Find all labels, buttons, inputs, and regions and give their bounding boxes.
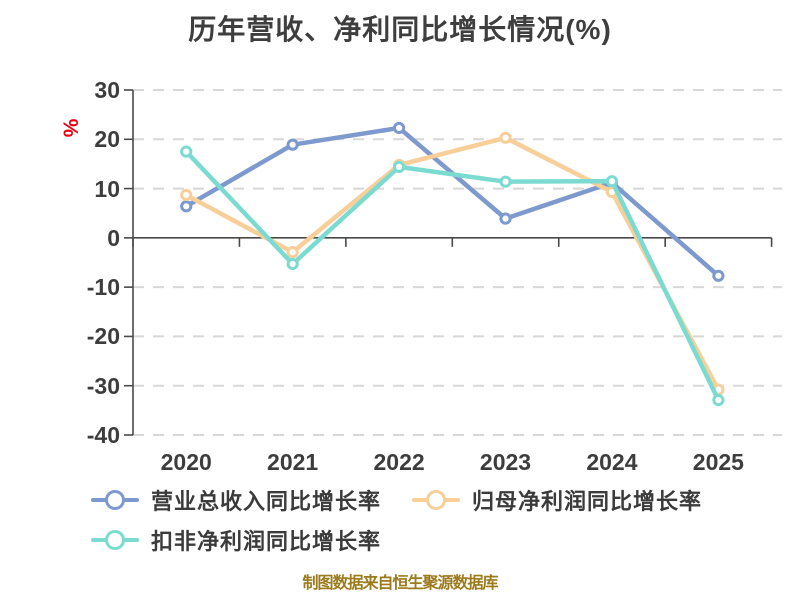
data-point-marker xyxy=(605,175,619,188)
legend-line-marker-icon xyxy=(91,530,139,550)
data-point-marker xyxy=(286,246,299,259)
legend-line-marker-icon xyxy=(91,490,139,510)
y-tick-label: 30 xyxy=(94,77,120,103)
series-line xyxy=(183,149,721,403)
y-tick-label: -10 xyxy=(86,274,120,301)
data-point-marker xyxy=(712,393,725,407)
y-tick-label: -30 xyxy=(86,372,120,399)
data-point-marker xyxy=(712,269,725,282)
x-tick-label: 2025 xyxy=(692,449,744,475)
data-source-note: 制图数据来自恒生聚源数据库 xyxy=(302,575,498,592)
y-tick-label: -40 xyxy=(86,422,120,448)
data-point-marker xyxy=(286,257,299,271)
data-point-marker xyxy=(180,145,193,158)
legend-label: 扣非净利润同比增长率 xyxy=(151,529,382,554)
data-point-marker xyxy=(286,138,299,151)
legend-item-deducted-net-profit-growth[interactable]: 扣非净利润同比增长率 xyxy=(91,527,382,554)
y-tick-label: 0 xyxy=(107,224,120,251)
data-point-marker xyxy=(392,121,406,135)
data-point-marker xyxy=(499,175,512,188)
x-tick-label: 2021 xyxy=(267,449,319,475)
data-point-marker xyxy=(180,200,193,213)
chart-title: 历年营收、净利同比增长情况(%) xyxy=(188,14,612,45)
y-tick-label: 10 xyxy=(94,175,120,202)
y-tick-label: 20 xyxy=(94,126,120,153)
x-tick-label: 2024 xyxy=(586,449,638,475)
data-point-marker xyxy=(499,212,512,225)
x-tick-label: 2020 xyxy=(160,449,212,475)
data-point-marker xyxy=(392,160,406,173)
legend-item-net-profit-growth[interactable]: 归母净利润同比增长率 xyxy=(412,487,703,514)
legend-label: 营业总收入同比增长率 xyxy=(151,489,382,514)
legend-item-revenue-growth[interactable]: 营业总收入同比增长率 xyxy=(91,487,382,514)
legend-line-marker-icon xyxy=(412,490,460,510)
data-point-marker xyxy=(499,131,512,144)
y-tick-label: -20 xyxy=(86,323,120,350)
x-tick-label: 2023 xyxy=(479,449,532,475)
legend-label: 归母净利润同比增长率 xyxy=(472,489,703,514)
data-point-marker xyxy=(180,188,193,202)
x-tick-label: 2022 xyxy=(373,449,425,475)
